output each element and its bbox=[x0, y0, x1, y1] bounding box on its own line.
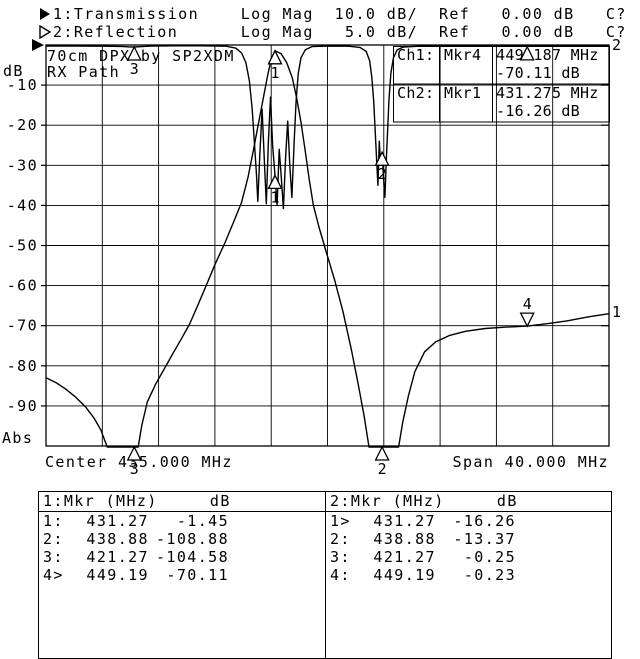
marker-level: -1.45 bbox=[176, 512, 229, 530]
marker-id: 3: bbox=[330, 548, 351, 566]
marker-4-ch1-icon bbox=[519, 312, 535, 328]
marker-2-ch2-label: 2 bbox=[378, 165, 387, 183]
table-row: 2: 438.88 -13.37 bbox=[326, 530, 611, 548]
marker-id: 2: bbox=[330, 530, 351, 548]
marker-1-ch1-icon bbox=[267, 49, 283, 65]
marker-frequency: 449.19 bbox=[373, 566, 436, 584]
marker-frequency: 431.27 bbox=[373, 512, 436, 530]
marker-id: 1> bbox=[330, 512, 351, 530]
table-row: 3: 421.27 -0.25 bbox=[326, 548, 611, 566]
ch2-table-header: 2:Mkr (MHz) dB bbox=[326, 492, 611, 512]
y-tick-label: -30 bbox=[7, 156, 38, 174]
readout1-level: -70.11 dB bbox=[496, 64, 580, 82]
marker-frequency: 421.27 bbox=[86, 548, 149, 566]
marker-2-ch1-label: 2 bbox=[378, 460, 387, 478]
y-tick-label: -80 bbox=[7, 357, 38, 375]
y-tick-label: -60 bbox=[7, 277, 38, 295]
marker-level: -70.11 bbox=[166, 566, 229, 584]
channel1-status-text: 1:Transmission Log Mag 10.0 dB/ Ref 0.00… bbox=[53, 5, 627, 23]
marker-level: -13.37 bbox=[453, 530, 516, 548]
readout1-marker: Mkr4 bbox=[444, 46, 481, 64]
marker-3-ch1-icon bbox=[126, 445, 142, 461]
marker-frequency: 438.88 bbox=[373, 530, 436, 548]
readout2-frequency: 431.275 MHz bbox=[496, 84, 599, 102]
marker-level: -108.88 bbox=[155, 530, 229, 548]
span-label: Span 40.000 MHz bbox=[453, 453, 609, 471]
ch1-transmission-trace bbox=[45, 50, 610, 448]
marker-2-ch1-icon bbox=[374, 445, 390, 461]
readout1-frequency: 449.187 MHz bbox=[496, 46, 599, 64]
table-row: 2: 438.88 -108.88 bbox=[39, 530, 325, 548]
marker-frequency: 438.88 bbox=[86, 530, 149, 548]
ch2-reflection-trace bbox=[46, 44, 610, 210]
readout2-channel: Ch2: bbox=[397, 84, 434, 102]
marker-id: 2: bbox=[43, 530, 64, 548]
ch1-marker-table: 1:Mkr (MHz) dB 1: 431.27 -1.45 2: 438.88 -10… bbox=[39, 492, 326, 658]
y-tick-label: -70 bbox=[7, 317, 38, 335]
table-row: 3: 421.27 -104.58 bbox=[39, 548, 325, 566]
marker-level: -0.25 bbox=[463, 548, 516, 566]
readout2-level: -16.26 dB bbox=[496, 102, 580, 120]
marker-frequency: 421.27 bbox=[373, 548, 436, 566]
marker-3-ch1-label: 3 bbox=[130, 460, 139, 478]
y-tick-label: -10 bbox=[7, 76, 38, 94]
marker-id: 4> bbox=[43, 566, 64, 584]
readout2-marker: Mkr1 bbox=[444, 84, 481, 102]
y-axis-mode-label: Abs bbox=[2, 429, 33, 447]
marker-4-ch2-icon bbox=[519, 45, 535, 61]
table-row: 1> 431.27 -16.26 bbox=[326, 512, 611, 530]
marker-level: -104.58 bbox=[155, 548, 229, 566]
channel2-inactive-marker-icon bbox=[39, 25, 51, 39]
table-row: 4: 449.19 -0.23 bbox=[326, 566, 611, 584]
marker-1-ch2-label: 1 bbox=[270, 188, 279, 206]
y-tick-label: -20 bbox=[7, 116, 38, 134]
marker-1-ch1-label: 1 bbox=[270, 64, 279, 82]
ref-level-indicator-icon bbox=[32, 39, 44, 51]
y-tick-label: -40 bbox=[7, 196, 38, 214]
marker-4-ch1-label: 4 bbox=[523, 295, 532, 313]
readout1-channel: Ch1: bbox=[397, 46, 434, 64]
channel2-status-text: 2:Reflection Log Mag 5.0 dB/ Ref 0.00 dB… bbox=[53, 23, 627, 41]
table-row: 4> 449.19 -70.11 bbox=[39, 566, 325, 584]
y-tick-label: -50 bbox=[7, 237, 38, 255]
marker-level: -16.26 bbox=[453, 512, 516, 530]
trace1-end-label: 1 bbox=[612, 303, 621, 321]
marker-level: -0.23 bbox=[463, 566, 516, 584]
plot-title-line2: RX Path bbox=[47, 63, 120, 81]
channel1-active-marker-icon bbox=[40, 8, 50, 20]
ch2-marker-table: 2:Mkr (MHz) dB 1> 431.27 -16.26 2: 438.88 -1… bbox=[326, 492, 611, 658]
marker-readout-boxes: Ch1: Mkr4 449.187 MHz -70.11 dB Ch2: Mkr… bbox=[393, 46, 610, 123]
marker-3-ch2-icon bbox=[126, 45, 142, 61]
marker-id: 3: bbox=[43, 548, 64, 566]
y-axis-units-label: dB bbox=[3, 62, 24, 80]
center-frequency-label: Center 435.000 MHz bbox=[45, 453, 233, 471]
marker-tables: 1:Mkr (MHz) dB 1: 431.27 -1.45 2: 438.88 -10… bbox=[38, 491, 612, 659]
traces bbox=[45, 44, 610, 448]
trace-markers: 1 2 3 4 1 2 3 bbox=[126, 45, 535, 478]
marker-3-ch2-label: 3 bbox=[130, 60, 139, 78]
marker-id: 1: bbox=[43, 512, 64, 530]
graticule-grid: -10 -20 -30 -40 -50 -60 -70 -80 -90 bbox=[7, 44, 610, 447]
marker-1-ch2-icon bbox=[267, 173, 283, 190]
marker-frequency: 431.27 bbox=[86, 512, 149, 530]
marker-frequency: 449.19 bbox=[86, 566, 149, 584]
ch1-table-header: 1:Mkr (MHz) dB bbox=[39, 492, 325, 512]
marker-id: 4: bbox=[330, 566, 351, 584]
plot-title-line1: 70cm DPX by SP2XDM bbox=[47, 47, 235, 65]
marker-2-ch2-icon bbox=[374, 150, 390, 166]
table-row: 1: 431.27 -1.45 bbox=[39, 512, 325, 530]
trace2-end-label: 2 bbox=[612, 36, 621, 54]
channel1-status-line: 1:Transmission Log Mag 10.0 dB/ Ref 0.00… bbox=[38, 5, 627, 23]
channel2-status-line: 2:Reflection Log Mag 5.0 dB/ Ref 0.00 dB… bbox=[38, 23, 627, 41]
y-tick-label: -90 bbox=[7, 397, 38, 415]
